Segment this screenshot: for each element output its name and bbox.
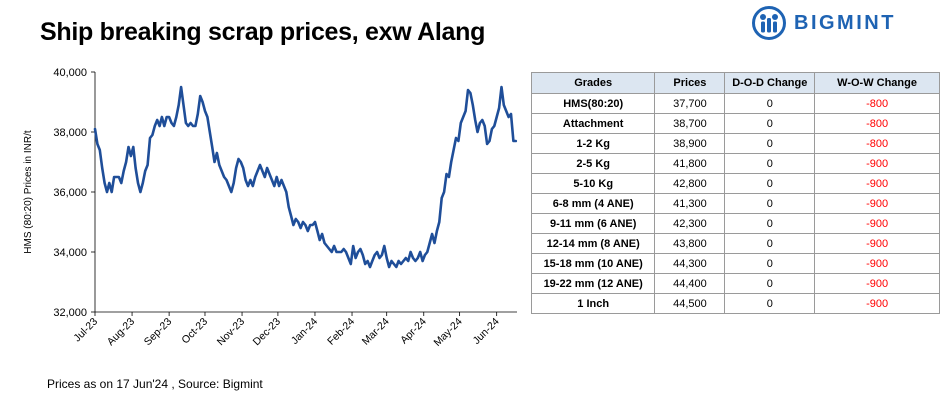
column-header-prices: Prices — [654, 72, 726, 94]
x-tick-label: Nov-23 — [215, 316, 248, 349]
wow-change-cell: -800 — [814, 133, 940, 154]
dod-change-cell: 0 — [724, 93, 816, 114]
table-header-row: Grades Prices D-O-D Change W-O-W Change — [530, 72, 940, 94]
table-row: 12-14 mm (8 ANE) 43,800 0 -900 — [530, 233, 940, 254]
grade-cell: 6-8 mm (4 ANE) — [530, 193, 656, 214]
price-line-chart: HMS (80:20) Prices in INR/t 32,000 34,000… — [23, 67, 518, 349]
y-axis-title-group: HMS (80:20) Prices in INR/t — [23, 130, 34, 254]
table-row: 2-5 Kg 41,800 0 -900 — [530, 153, 940, 174]
x-tick-label: May-24 — [431, 316, 464, 349]
y-tick-label: 38,000 — [53, 127, 87, 139]
wow-change-cell: -900 — [814, 193, 940, 214]
page-title: Ship breaking scrap prices, exw Alang — [40, 18, 486, 46]
wow-change-cell: -900 — [814, 213, 940, 234]
grade-cell: 5-10 Kg — [530, 173, 656, 194]
x-tick-label: Dec-23 — [251, 316, 284, 349]
wow-change-cell: -900 — [814, 173, 940, 194]
price-cell: 43,800 — [654, 233, 726, 254]
grade-cell: 12-14 mm (8 ANE) — [530, 233, 656, 254]
wow-change-cell: -800 — [814, 93, 940, 114]
x-tick-label: Apr-24 — [398, 316, 429, 347]
y-axis-title: HMS (80:20) Prices in INR/t — [23, 130, 34, 254]
price-cell: 44,500 — [654, 293, 726, 314]
price-chart: HMS (80:20) Prices in INR/t 32,000 34,000… — [20, 58, 525, 373]
table-row: 6-8 mm (4 ANE) 41,300 0 -900 — [530, 193, 940, 214]
wow-change-cell: -900 — [814, 153, 940, 174]
dod-change-cell: 0 — [724, 193, 816, 214]
source-footnote: Prices as on 17 Jun'24 , Source: Bigmint — [47, 377, 263, 391]
x-tick-label: Mar-24 — [360, 316, 392, 348]
column-header-grades: Grades — [530, 72, 656, 94]
price-cell: 41,300 — [654, 193, 726, 214]
x-tick-label: Oct-23 — [179, 316, 210, 347]
dod-change-cell: 0 — [724, 213, 816, 234]
grade-cell: 1-2 Kg — [530, 133, 656, 154]
wow-change-cell: -900 — [814, 253, 940, 274]
grades-price-table: Grades Prices D-O-D Change W-O-W Change … — [530, 72, 940, 314]
price-cell: 44,400 — [654, 273, 726, 294]
table-row: 1-2 Kg 38,900 0 -800 — [530, 133, 940, 154]
x-tick-label: Sep-23 — [142, 316, 175, 349]
price-cell: 38,700 — [654, 113, 726, 134]
grade-cell: HMS(80:20) — [530, 93, 656, 114]
dod-change-cell: 0 — [724, 273, 816, 294]
dod-change-cell: 0 — [724, 233, 816, 254]
dod-change-cell: 0 — [724, 133, 816, 154]
y-tick-label: 40,000 — [53, 67, 87, 79]
price-cell: 41,800 — [654, 153, 726, 174]
dod-change-cell: 0 — [724, 173, 816, 194]
price-cell: 44,300 — [654, 253, 726, 274]
table-row: 19-22 mm (12 ANE) 44,400 0 -900 — [530, 273, 940, 294]
y-tick-label: 34,000 — [53, 247, 87, 259]
grade-cell: 2-5 Kg — [530, 153, 656, 174]
column-header-wow-change: W-O-W Change — [814, 72, 940, 94]
x-tick-label: Jan-24 — [289, 316, 320, 347]
brand-name: BIGMINT — [794, 11, 896, 34]
table-row: 5-10 Kg 42,800 0 -900 — [530, 173, 940, 194]
price-cell: 37,700 — [654, 93, 726, 114]
dod-change-cell: 0 — [724, 293, 816, 314]
grade-cell: Attachment — [530, 113, 656, 134]
y-tick-label: 32,000 — [53, 307, 87, 319]
x-tick-label: Feb-24 — [325, 316, 357, 348]
wow-change-cell: -900 — [814, 273, 940, 294]
table-row: 1 Inch 44,500 0 -900 — [530, 293, 940, 314]
x-tick-label: Aug-23 — [105, 316, 138, 349]
x-tick-label: Jun-24 — [471, 316, 502, 347]
price-cell: 38,900 — [654, 133, 726, 154]
grade-cell: 15-18 mm (10 ANE) — [530, 253, 656, 274]
table-row: Attachment 38,700 0 -800 — [530, 113, 940, 134]
dod-change-cell: 0 — [724, 113, 816, 134]
price-cell: 42,300 — [654, 213, 726, 234]
table-row: 15-18 mm (10 ANE) 44,300 0 -900 — [530, 253, 940, 274]
column-header-dod-change: D-O-D Change — [724, 72, 816, 94]
bigmint-logo-icon — [752, 6, 786, 40]
grade-cell: 9-11 mm (6 ANE) — [530, 213, 656, 234]
table-row: 9-11 mm (6 ANE) 42,300 0 -900 — [530, 213, 940, 234]
dod-change-cell: 0 — [724, 153, 816, 174]
plot-area: 32,000 34,000 36,000 38,000 40,000 Jul-23 Aug-… — [53, 67, 518, 349]
y-tick-label: 36,000 — [53, 187, 87, 199]
table-row: HMS(80:20) 37,700 0 -800 — [530, 93, 940, 114]
brand-logo: BIGMINT — [752, 6, 896, 40]
wow-change-cell: -900 — [814, 233, 940, 254]
grade-cell: 1 Inch — [530, 293, 656, 314]
dod-change-cell: 0 — [724, 253, 816, 274]
price-cell: 42,800 — [654, 173, 726, 194]
grade-cell: 19-22 mm (12 ANE) — [530, 273, 656, 294]
x-tick-label: Jul-23 — [71, 316, 100, 345]
wow-change-cell: -800 — [814, 113, 940, 134]
wow-change-cell: -900 — [814, 293, 940, 314]
price-series-line — [93, 85, 518, 269]
